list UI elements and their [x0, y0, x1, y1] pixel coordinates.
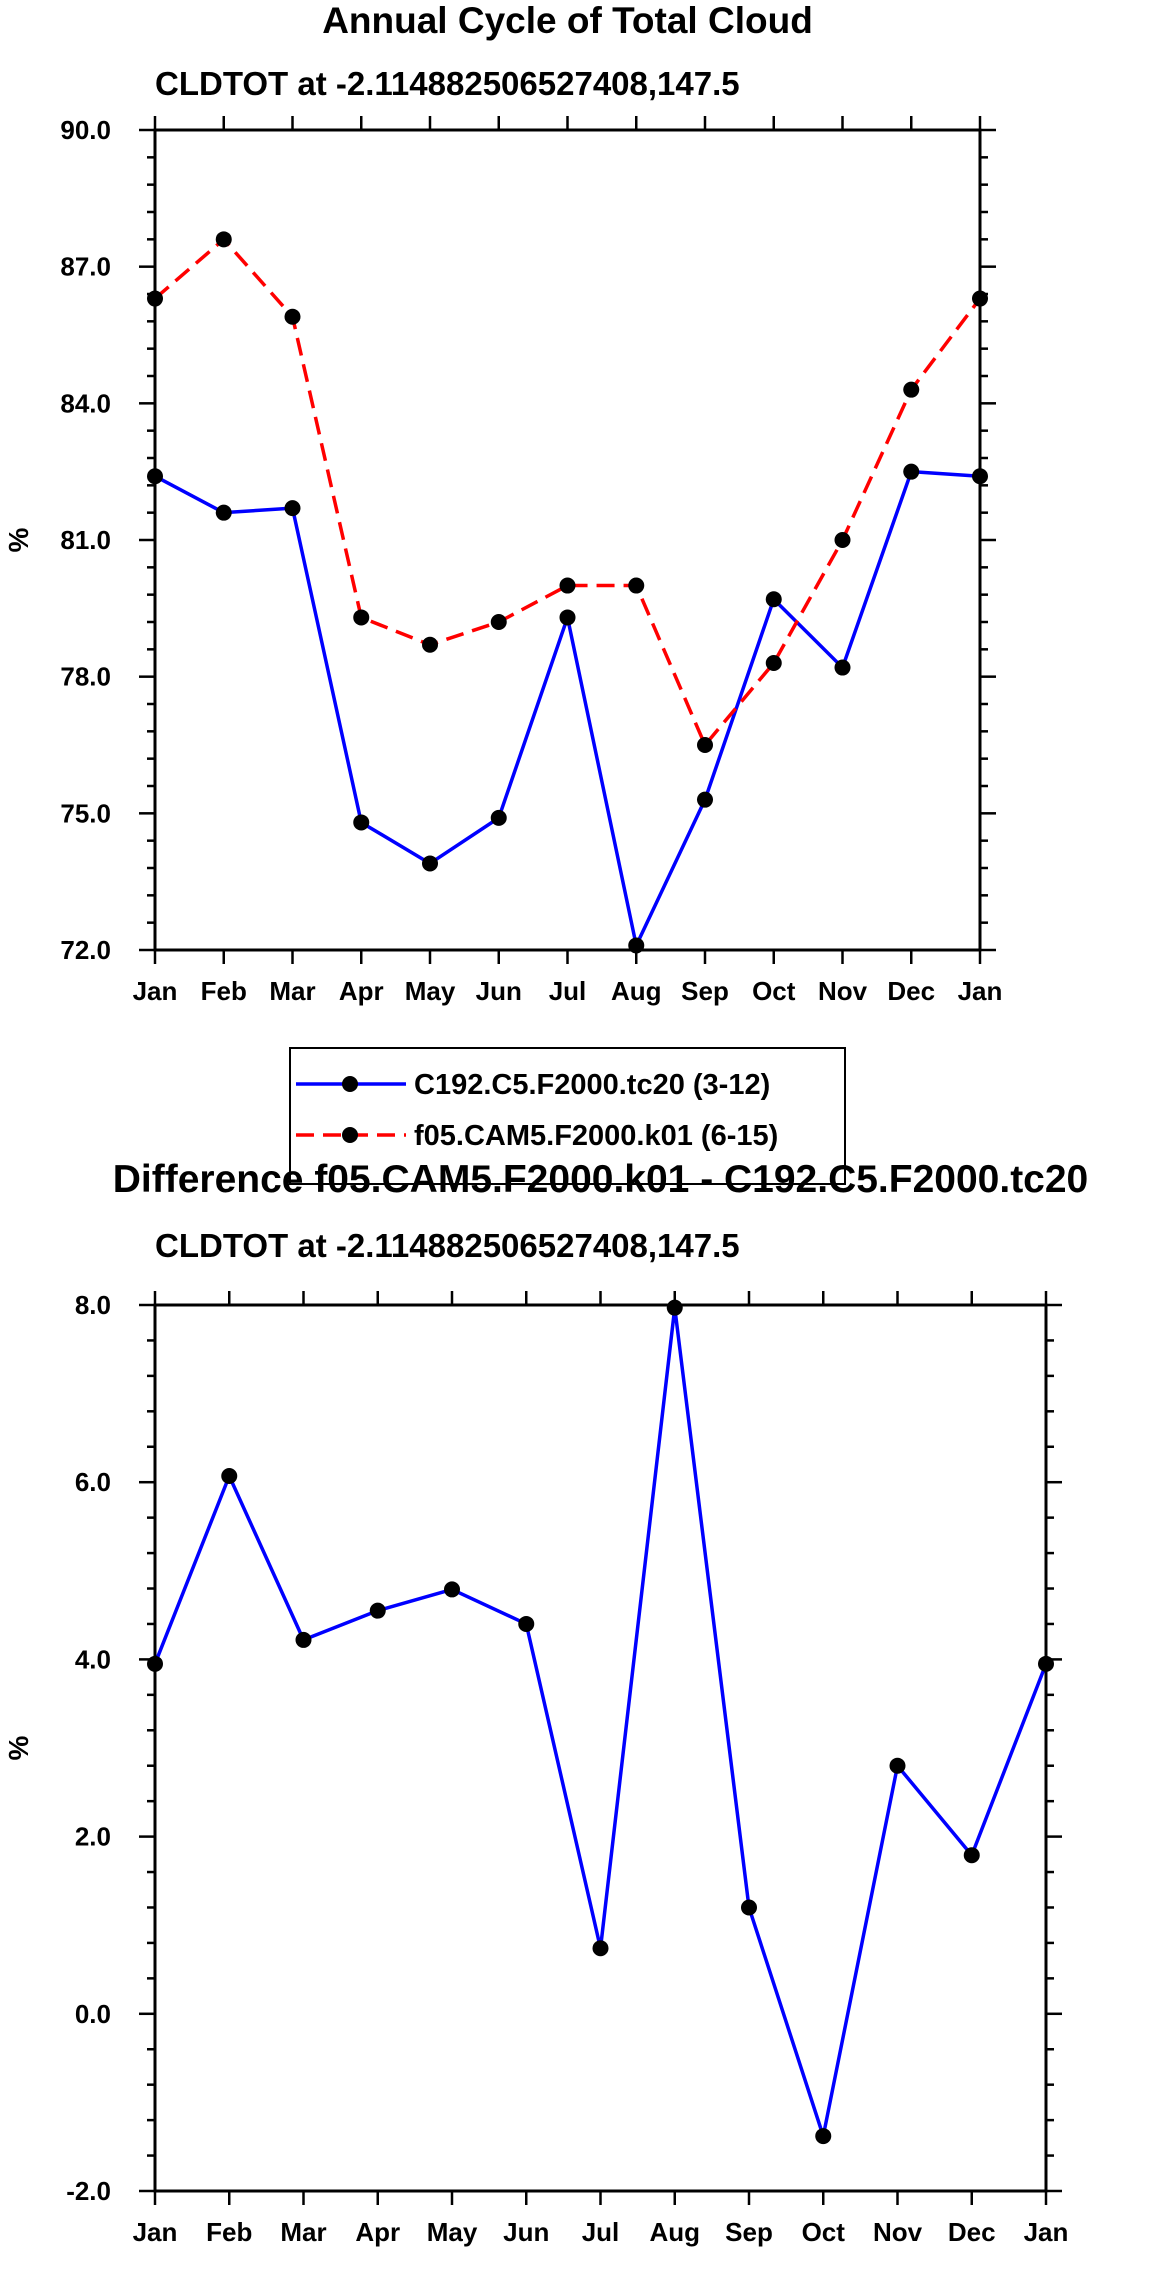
plot-frame [153, 1303, 1048, 2193]
y-tick-label: 4.0 [75, 1644, 111, 1674]
data-point [369, 1602, 386, 1619]
data-point [592, 1940, 609, 1957]
y-tick-label: 78.0 [60, 662, 111, 692]
data-point [559, 609, 576, 626]
data-point [972, 468, 988, 485]
data-point [815, 2128, 832, 2145]
chart-subtitle: CLDTOT at -2.114882506527408,147.5 [155, 65, 740, 102]
legend-entry-label: f05.CAM5.F2000.k01 (6-15) [414, 1120, 778, 1152]
y-axis-label: % [3, 1735, 34, 1760]
x-tick-label: Oct [802, 2217, 846, 2247]
data-point [765, 655, 782, 671]
y-tick-label: 90.0 [60, 115, 111, 145]
chart-title: Annual Cycle of Total Cloud [322, 0, 813, 41]
y-tick-label: 75.0 [60, 798, 111, 828]
data-point [518, 1615, 535, 1632]
data-point [147, 290, 163, 307]
x-tick-label: Apr [339, 976, 384, 1006]
x-tick-label: Jul [549, 976, 587, 1006]
data-point [903, 463, 920, 480]
series-line-1 [154, 469, 981, 948]
data-point [697, 791, 713, 808]
x-tick-label: Jan [133, 976, 178, 1006]
x-tick-label: Mar [280, 2217, 326, 2247]
series-line-1 [153, 1305, 1048, 2138]
data-point [628, 577, 645, 594]
data-point [284, 308, 301, 325]
plot-frame [153, 128, 982, 952]
legend-marker [342, 1076, 358, 1092]
data-point [666, 1299, 683, 1316]
series-line-2 [153, 237, 982, 747]
x-tick-label: Jan [958, 976, 1003, 1006]
legend-entry-label: C192.C5.F2000.tc20 (3-12) [414, 1069, 770, 1101]
data-point [834, 532, 851, 548]
x-tick-label: Feb [201, 976, 247, 1006]
data-point [628, 937, 645, 954]
x-tick-label: May [427, 2217, 478, 2247]
y-tick-label: 87.0 [60, 252, 111, 282]
x-tick-label: Sep [681, 976, 729, 1006]
data-point [295, 1631, 312, 1648]
data-point [903, 381, 920, 398]
x-tick-label: Jul [582, 2217, 620, 2247]
data-point [741, 1899, 757, 1916]
data-point [765, 591, 782, 608]
x-tick-label: Aug [611, 976, 662, 1006]
data-point [422, 855, 438, 872]
y-tick-label: -2.0 [66, 2176, 111, 2206]
data-point [147, 1655, 163, 1672]
y-tick-label: 0.0 [75, 1999, 111, 2029]
legend: C192.C5.F2000.tc20 (3-12) f05.CAM5.F2000.… [289, 1047, 846, 1185]
data-point [353, 814, 370, 831]
x-tick-label: Jan [1024, 2217, 1069, 2247]
x-tick-label: Sep [725, 2217, 773, 2247]
x-tick-label: May [405, 976, 456, 1006]
data-point [444, 1581, 460, 1598]
data-point [284, 500, 301, 517]
x-tick-label: Nov [818, 976, 868, 1006]
data-point [215, 231, 232, 248]
y-tick-label: 2.0 [75, 1822, 111, 1852]
x-tick-label: Feb [206, 2217, 252, 2247]
data-point [834, 659, 851, 676]
data-point [147, 468, 163, 485]
data-point [215, 504, 232, 521]
x-tick-label: Mar [269, 976, 315, 1006]
data-point [972, 290, 988, 307]
chart-panel-2: Difference f05.CAM5.F2000.k01 - C192.C5.… [3, 1158, 1088, 2247]
chart-title: Difference f05.CAM5.F2000.k01 - C192.C5.… [113, 1158, 1089, 1201]
data-point [697, 737, 713, 753]
legend-box [289, 1047, 846, 1185]
x-tick-label: Apr [355, 2217, 400, 2247]
chart-panel-1: Annual Cycle of Total Cloud CLDTOT at -2.… [3, 0, 1003, 1185]
data-point [422, 636, 438, 653]
x-tick-label: Jun [503, 2217, 549, 2247]
y-tick-label: 84.0 [60, 388, 111, 418]
data-point [889, 1757, 906, 1774]
data-point [490, 809, 507, 826]
x-tick-label: Dec [948, 2217, 996, 2247]
data-point [963, 1847, 980, 1864]
data-point [559, 577, 576, 594]
x-tick-label: Oct [752, 976, 796, 1006]
x-tick-label: Aug [649, 2217, 700, 2247]
data-point [221, 1467, 238, 1484]
legend-marker [342, 1127, 358, 1143]
x-tick-label: Nov [873, 2217, 923, 2247]
chart-subtitle: CLDTOT at -2.114882506527408,147.5 [155, 1227, 740, 1264]
data-point [353, 609, 370, 626]
y-axis-label: % [3, 527, 34, 552]
y-tick-label: 81.0 [60, 525, 111, 555]
x-tick-label: Dec [887, 976, 935, 1006]
y-tick-label: 8.0 [75, 1290, 111, 1320]
x-tick-label: Jun [476, 976, 522, 1006]
data-point [490, 614, 507, 630]
y-tick-label: 72.0 [60, 935, 111, 965]
data-point [1038, 1655, 1054, 1672]
x-tick-label: Jan [133, 2217, 178, 2247]
y-tick-label: 6.0 [75, 1467, 111, 1497]
